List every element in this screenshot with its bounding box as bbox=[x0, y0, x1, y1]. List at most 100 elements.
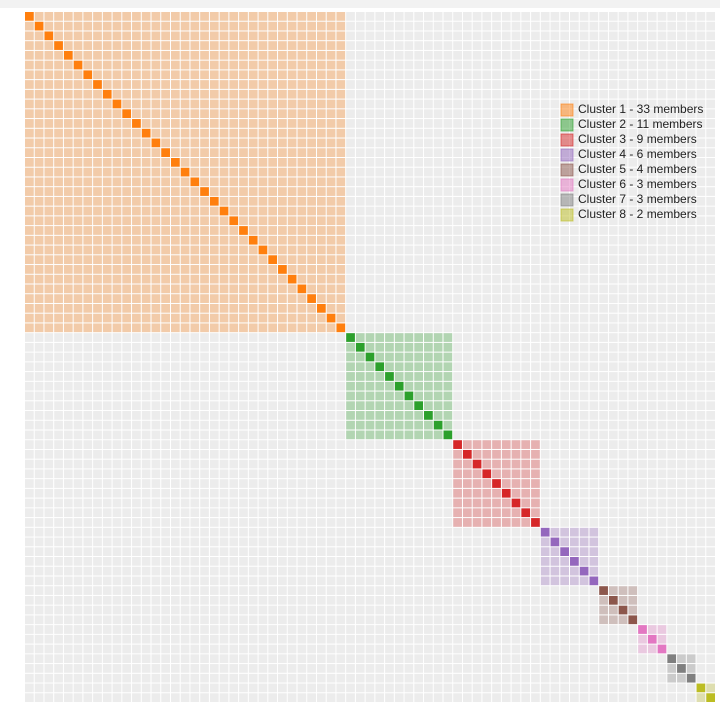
empty-cell bbox=[696, 41, 706, 50]
empty-cell bbox=[696, 372, 706, 381]
empty-cell bbox=[667, 498, 677, 508]
empty-cell bbox=[93, 498, 102, 508]
empty-cell bbox=[696, 537, 706, 547]
empty-cell bbox=[677, 605, 686, 615]
empty-cell bbox=[647, 294, 657, 303]
empty-cell bbox=[346, 615, 355, 625]
empty-cell bbox=[677, 167, 686, 177]
empty-cell bbox=[385, 148, 394, 157]
empty-cell bbox=[686, 89, 696, 99]
empty-cell bbox=[424, 362, 433, 372]
empty-cell bbox=[589, 303, 599, 313]
empty-cell bbox=[365, 430, 375, 440]
empty-cell bbox=[93, 177, 102, 187]
empty-cell bbox=[190, 274, 200, 284]
empty-cell bbox=[667, 547, 677, 557]
empty-cell bbox=[404, 488, 414, 498]
empty-cell bbox=[628, 313, 638, 323]
empty-cell bbox=[482, 352, 492, 362]
empty-cell bbox=[667, 479, 677, 488]
empty-cell bbox=[268, 411, 278, 420]
empty-cell bbox=[209, 498, 219, 508]
empty-cell bbox=[73, 566, 83, 576]
empty-cell bbox=[278, 128, 287, 138]
empty-cell bbox=[336, 216, 346, 226]
empty-cell bbox=[550, 138, 560, 148]
empty-cell bbox=[190, 518, 200, 527]
empty-cell bbox=[102, 634, 112, 644]
empty-cell bbox=[443, 167, 453, 177]
empty-cell bbox=[657, 488, 667, 498]
empty-cell bbox=[618, 518, 628, 527]
empty-cell bbox=[696, 673, 706, 683]
empty-cell bbox=[433, 469, 443, 479]
empty-cell bbox=[696, 70, 706, 80]
empty-cell bbox=[531, 333, 540, 342]
empty-cell bbox=[618, 284, 628, 294]
empty-cell bbox=[453, 313, 462, 323]
empty-cell bbox=[696, 323, 706, 333]
empty-cell bbox=[667, 605, 677, 615]
empty-cell bbox=[647, 673, 657, 683]
empty-cell bbox=[462, 196, 472, 206]
empty-cell bbox=[404, 157, 414, 167]
empty-cell bbox=[287, 333, 297, 342]
empty-cell bbox=[248, 411, 258, 420]
empty-cell bbox=[25, 644, 34, 654]
empty-cell bbox=[34, 265, 44, 274]
empty-cell bbox=[25, 274, 34, 284]
empty-cell bbox=[608, 80, 618, 89]
empty-cell bbox=[472, 654, 482, 664]
empty-cell bbox=[433, 352, 443, 362]
empty-cell bbox=[560, 401, 570, 411]
empty-cell bbox=[482, 479, 492, 488]
empty-cell bbox=[647, 557, 657, 566]
empty-cell bbox=[316, 449, 326, 459]
empty-cell bbox=[414, 12, 424, 21]
empty-cell bbox=[297, 605, 307, 615]
empty-cell bbox=[190, 323, 200, 333]
empty-cell bbox=[170, 459, 180, 469]
empty-cell bbox=[219, 372, 229, 381]
empty-cell bbox=[141, 226, 151, 235]
empty-cell bbox=[667, 634, 677, 644]
empty-cell bbox=[579, 226, 589, 235]
empty-cell bbox=[93, 313, 102, 323]
empty-cell bbox=[355, 605, 365, 615]
empty-cell bbox=[424, 323, 433, 333]
empty-cell bbox=[540, 235, 550, 245]
empty-cell bbox=[677, 128, 686, 138]
empty-cell bbox=[453, 566, 462, 576]
empty-cell bbox=[472, 41, 482, 50]
empty-cell bbox=[599, 644, 608, 654]
empty-cell bbox=[258, 167, 268, 177]
empty-cell bbox=[375, 216, 385, 226]
empty-cell bbox=[599, 488, 608, 498]
empty-cell bbox=[258, 440, 268, 449]
empty-cell bbox=[394, 566, 404, 576]
empty-cell bbox=[560, 12, 570, 21]
empty-cell bbox=[501, 576, 511, 586]
empty-cell bbox=[531, 615, 540, 625]
empty-cell bbox=[316, 625, 326, 634]
empty-cell bbox=[667, 615, 677, 625]
empty-cell bbox=[180, 508, 190, 518]
empty-cell bbox=[219, 362, 229, 372]
empty-cell bbox=[414, 625, 424, 634]
empty-cell bbox=[239, 566, 248, 576]
empty-cell bbox=[83, 167, 93, 177]
empty-cell bbox=[443, 206, 453, 216]
empty-cell bbox=[132, 138, 141, 148]
empty-cell bbox=[365, 255, 375, 265]
empty-cell bbox=[647, 411, 657, 420]
empty-cell bbox=[73, 80, 83, 89]
empty-cell bbox=[83, 566, 93, 576]
empty-cell bbox=[540, 449, 550, 459]
empty-cell bbox=[239, 119, 248, 128]
empty-cell bbox=[433, 245, 443, 255]
empty-cell bbox=[73, 352, 83, 362]
empty-cell bbox=[239, 420, 248, 430]
empty-cell bbox=[316, 177, 326, 187]
empty-cell bbox=[462, 372, 472, 381]
empty-cell bbox=[112, 235, 122, 245]
